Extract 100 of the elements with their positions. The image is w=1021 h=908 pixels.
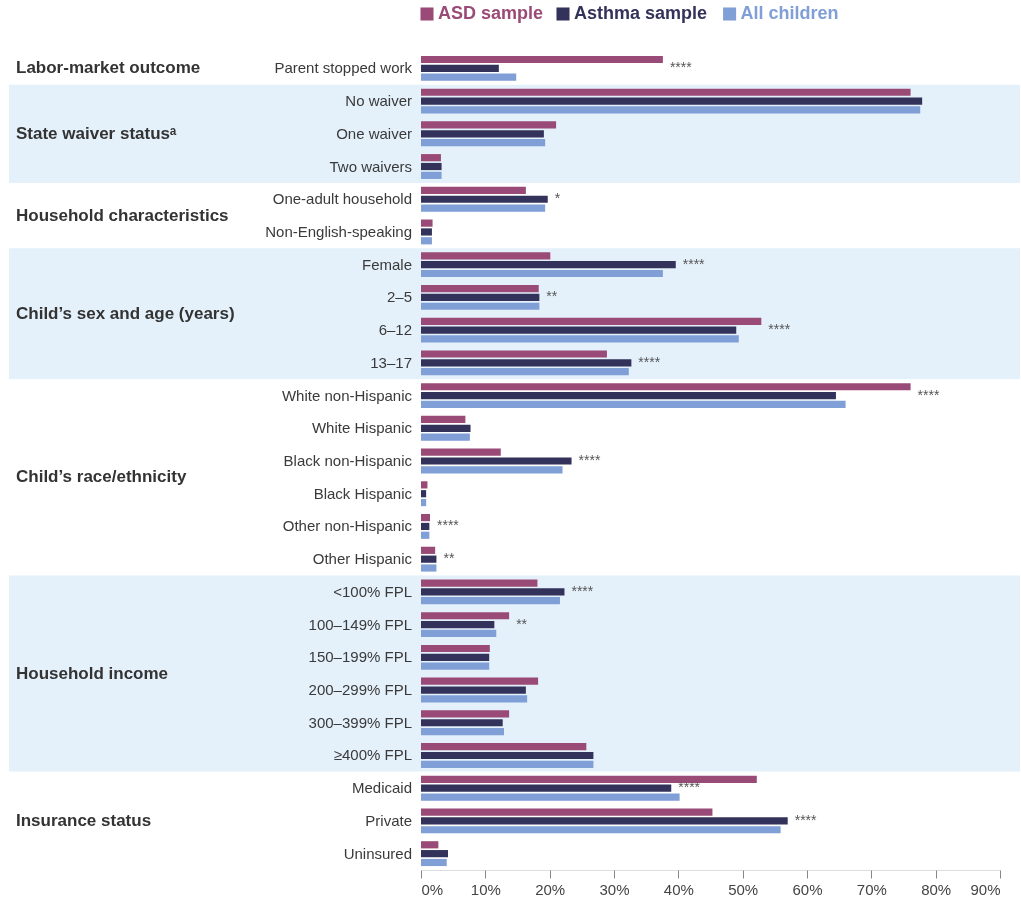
y-tick-label: 200–299% FPL <box>308 681 412 699</box>
bar <box>421 555 437 563</box>
band-label: Child’s sex and age (years) <box>16 303 235 323</box>
band-label: Insurance status <box>16 810 152 830</box>
y-tick-label: 6–12 <box>378 321 412 339</box>
bar <box>421 97 923 105</box>
bar <box>421 653 490 661</box>
annotation: **** <box>571 582 594 599</box>
bar <box>421 219 433 227</box>
bar <box>421 293 540 301</box>
bar <box>421 335 739 343</box>
bar <box>421 793 680 801</box>
bar <box>421 784 672 792</box>
y-tick-label: <100% FPL <box>333 582 412 600</box>
annotation: **** <box>437 517 460 534</box>
y-tick-label: No waiver <box>345 92 412 110</box>
bar <box>421 139 546 147</box>
bar <box>421 686 526 694</box>
bar <box>421 841 439 849</box>
bar <box>421 269 663 278</box>
bar <box>421 73 517 81</box>
bar <box>421 186 526 194</box>
annotation: **** <box>794 811 818 828</box>
bar <box>421 162 442 171</box>
bar <box>421 195 548 203</box>
annotation: **** <box>638 353 661 370</box>
y-tick-label: Other Hispanic <box>312 550 413 568</box>
bar <box>421 284 539 293</box>
bar <box>421 695 528 703</box>
bar <box>421 64 499 72</box>
bar <box>421 326 737 334</box>
y-tick-label: 150–199% FPL <box>308 648 412 666</box>
bar <box>421 514 431 522</box>
x-tick-label: 60% <box>792 880 823 898</box>
y-tick-label: Other non-Hispanic <box>282 517 413 535</box>
legend-label: All children <box>740 3 839 23</box>
bar <box>421 424 471 432</box>
band-label: Labor-market outcome <box>16 58 201 78</box>
bar <box>421 383 911 391</box>
x-tick-label: 80% <box>921 880 952 898</box>
legend-label: ASD sample <box>438 3 544 23</box>
bar <box>421 775 757 783</box>
y-tick-label: Non-English-speaking <box>265 222 412 240</box>
bar <box>421 817 788 825</box>
bar <box>421 760 594 768</box>
bar <box>421 629 497 638</box>
y-tick-label: White non-Hispanic <box>281 386 413 404</box>
y-tick-label: Black Hispanic <box>313 484 413 502</box>
bar <box>421 448 501 456</box>
bar <box>421 710 510 718</box>
y-tick-label: Two waivers <box>329 157 412 175</box>
x-tick-label: 20% <box>535 880 566 898</box>
y-tick-label: One-adult household <box>272 190 412 208</box>
y-tick-label: Uninsured <box>343 844 412 862</box>
annotation: ** <box>516 615 528 632</box>
x-tick-label: 70% <box>856 880 887 898</box>
x-tick-label: 40% <box>663 880 694 898</box>
bar <box>421 597 560 605</box>
bar <box>421 466 563 474</box>
bar <box>421 808 713 816</box>
band-label: Child’s race/ethnicity <box>16 467 187 487</box>
annotation: **** <box>678 779 701 796</box>
bar <box>421 391 836 400</box>
bar <box>421 302 540 310</box>
bar <box>421 400 846 408</box>
bar <box>421 252 551 260</box>
y-tick-label: Black non-Hispanic <box>283 452 413 469</box>
y-tick-label: Parent stopped work <box>274 59 413 77</box>
bar <box>421 751 594 760</box>
y-tick-label: Private <box>365 811 412 829</box>
y-tick-label: 2–5 <box>386 288 412 306</box>
bar <box>421 719 503 727</box>
x-tick-label: 0% <box>421 880 444 898</box>
bar <box>421 457 572 465</box>
annotation: **** <box>669 59 693 76</box>
bar <box>421 55 663 64</box>
bar <box>421 481 428 489</box>
y-tick-label: White Hispanic <box>311 419 413 437</box>
bar <box>421 522 430 531</box>
bar <box>421 350 607 358</box>
annotation: * <box>554 190 561 207</box>
bar <box>421 368 629 376</box>
bar <box>421 612 510 620</box>
x-tick-label: 30% <box>599 880 630 898</box>
bar <box>421 662 490 670</box>
bar <box>421 261 676 269</box>
band-label: State waiver statusᵃ <box>16 123 178 143</box>
bar <box>421 728 504 736</box>
bar <box>421 588 565 596</box>
y-tick-label: 300–399% FPL <box>308 713 412 731</box>
bar <box>421 546 436 554</box>
bar <box>421 228 432 236</box>
legend-label: Asthma sample <box>574 3 708 23</box>
x-tick-label: 50% <box>728 880 759 898</box>
bar <box>421 317 762 325</box>
bar <box>421 677 539 685</box>
annotation: **** <box>578 452 601 468</box>
bar <box>421 621 495 629</box>
bar <box>421 121 557 129</box>
y-tick-label: Female <box>361 255 412 273</box>
